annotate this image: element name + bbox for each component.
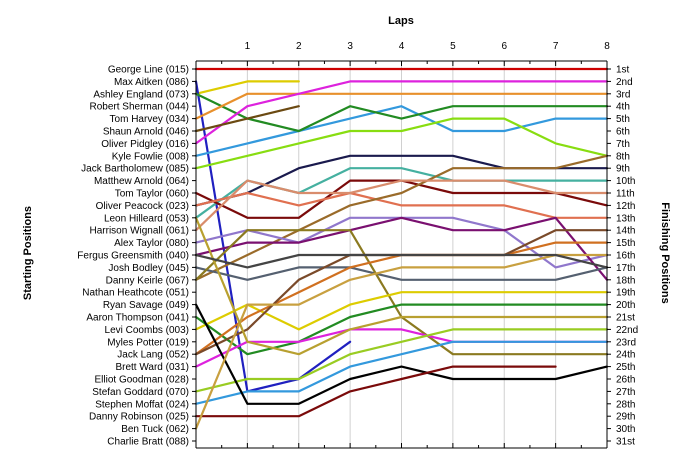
starting-label: Ben Tuck (062)	[121, 424, 189, 435]
starting-position-labels: George Line (015)Max Aitken (086)Ashley …	[77, 65, 189, 448]
starting-label: Brett Ward (031)	[115, 362, 189, 373]
finishing-position-labels: 1st2nd3rd4th5th6th7th8th9th10th11th12th1…	[616, 65, 638, 448]
starting-label: Stefan Goddard (070)	[92, 387, 189, 398]
starting-label: Fergus Greensmith (040)	[77, 251, 189, 262]
series-line-27	[194, 303, 609, 405]
finishing-label: 27th	[616, 387, 635, 398]
finishing-label: 22nd	[616, 325, 638, 336]
starting-label: Aaron Thompson (041)	[86, 313, 189, 324]
starting-label: Oliver Peacock (023)	[96, 201, 189, 212]
series-line-17	[194, 266, 609, 281]
series-line-30	[194, 216, 609, 356]
finishing-label: 24th	[616, 350, 635, 361]
finishing-label: 25th	[616, 362, 635, 373]
finishing-label: 31st	[616, 437, 635, 448]
x-tick-labels: 1 2 3 4 5 6 7 8	[245, 41, 611, 52]
finishing-label: 17th	[616, 263, 635, 274]
finishing-label: 28th	[616, 399, 635, 410]
finishing-label: 10th	[616, 176, 635, 187]
starting-label: Jack Lang (052)	[117, 350, 189, 361]
series-layer	[194, 67, 609, 430]
starting-label: Kyle Fowlie (008)	[112, 151, 189, 162]
starting-label: Nathan Heathcote (051)	[82, 288, 189, 299]
x-tick-label-1: 1	[245, 41, 251, 52]
starting-label: Leon Hilleard (053)	[104, 213, 189, 224]
finishing-label: 21st	[616, 313, 635, 324]
series-line-12	[194, 191, 609, 219]
series-line-16	[194, 216, 609, 281]
finishing-label: 16th	[616, 251, 635, 262]
finishing-label: 13th	[616, 213, 635, 224]
starting-label: Ryan Savage (049)	[103, 300, 189, 311]
y-axis-title-left: Starting Positions	[22, 206, 34, 300]
starting-label: Jack Bartholomew (085)	[81, 164, 189, 175]
finishing-label: 20th	[616, 300, 635, 311]
starting-label: Danny Robinson (025)	[89, 412, 189, 423]
x-tick-label-4: 4	[399, 41, 405, 52]
series-line-5	[194, 92, 609, 133]
series-line-6	[194, 92, 609, 120]
axes	[192, 60, 611, 449]
finishing-label: 18th	[616, 275, 635, 286]
x-tick-label-5: 5	[450, 41, 456, 52]
series-line-14	[194, 154, 609, 281]
finishing-label: 23rd	[616, 337, 636, 348]
finishing-label: 4th	[616, 102, 630, 113]
finishing-label: 15th	[616, 238, 635, 249]
finishing-label: 11th	[616, 189, 635, 200]
starting-label: Robert Sherman (044)	[90, 102, 190, 113]
finishing-label: 5th	[616, 114, 630, 125]
starting-label: Charlie Bratt (088)	[107, 437, 189, 448]
starting-label: Levi Coombs (003)	[105, 325, 189, 336]
starting-label: Harrison Wignall (061)	[90, 226, 189, 237]
series-line-4	[194, 105, 609, 157]
finishing-label: 8th	[616, 151, 630, 162]
x-tick-label-3: 3	[347, 41, 353, 52]
finishing-label: 7th	[616, 139, 630, 150]
starting-label: Josh Bodley (045)	[108, 263, 189, 274]
finishing-label: 3rd	[616, 89, 630, 100]
finishing-label: 30th	[616, 424, 635, 435]
series-line-18	[194, 179, 609, 232]
finishing-label: 26th	[616, 375, 635, 386]
series-line-31	[194, 253, 609, 269]
finishing-label: 1st	[616, 65, 630, 76]
y-axis-title-right: Finishing Positions	[659, 202, 671, 303]
series-line-25	[194, 328, 609, 393]
finishing-label: 9th	[616, 164, 630, 175]
starting-label: Alex Taylor (080)	[114, 238, 189, 249]
series-line-29	[194, 253, 609, 430]
finishing-label: 12th	[616, 201, 635, 212]
x-tick-label-7: 7	[553, 41, 559, 52]
x-axis-title: Laps	[388, 15, 414, 27]
series-line-8	[194, 117, 609, 170]
finishing-label: 2nd	[616, 77, 633, 88]
x-tick-label-6: 6	[501, 41, 507, 52]
finishing-label: 6th	[616, 127, 630, 138]
series-line-13	[194, 105, 300, 133]
series-line-26	[194, 340, 609, 405]
x-tick-label-2: 2	[296, 41, 302, 52]
series-line-21	[194, 303, 609, 356]
starting-label: Tom Taylor (060)	[115, 189, 189, 200]
starting-label: George Line (015)	[108, 65, 189, 76]
series-line-28	[194, 365, 557, 418]
finishing-label: 29th	[616, 412, 635, 423]
starting-label: Shaun Arnold (046)	[103, 127, 189, 138]
finishing-label: 14th	[616, 226, 635, 237]
x-tick-label-8: 8	[604, 41, 610, 52]
finishing-label: 19th	[616, 288, 635, 299]
starting-label: Danny Keirle (067)	[106, 275, 189, 286]
starting-label: Max Aitken (086)	[114, 77, 189, 88]
starting-label: Tom Harvey (034)	[110, 114, 189, 125]
starting-label: Oliver Pidgley (016)	[101, 139, 189, 150]
starting-label: Matthew Arnold (064)	[94, 176, 189, 187]
starting-label: Stephen Moffat (024)	[95, 399, 189, 410]
starting-label: Myles Potter (019)	[107, 337, 189, 348]
starting-label: Elliot Goodman (028)	[95, 375, 190, 386]
series-line-2	[194, 80, 300, 95]
starting-label: Ashley England (073)	[93, 89, 189, 100]
series-line-7	[194, 80, 609, 145]
